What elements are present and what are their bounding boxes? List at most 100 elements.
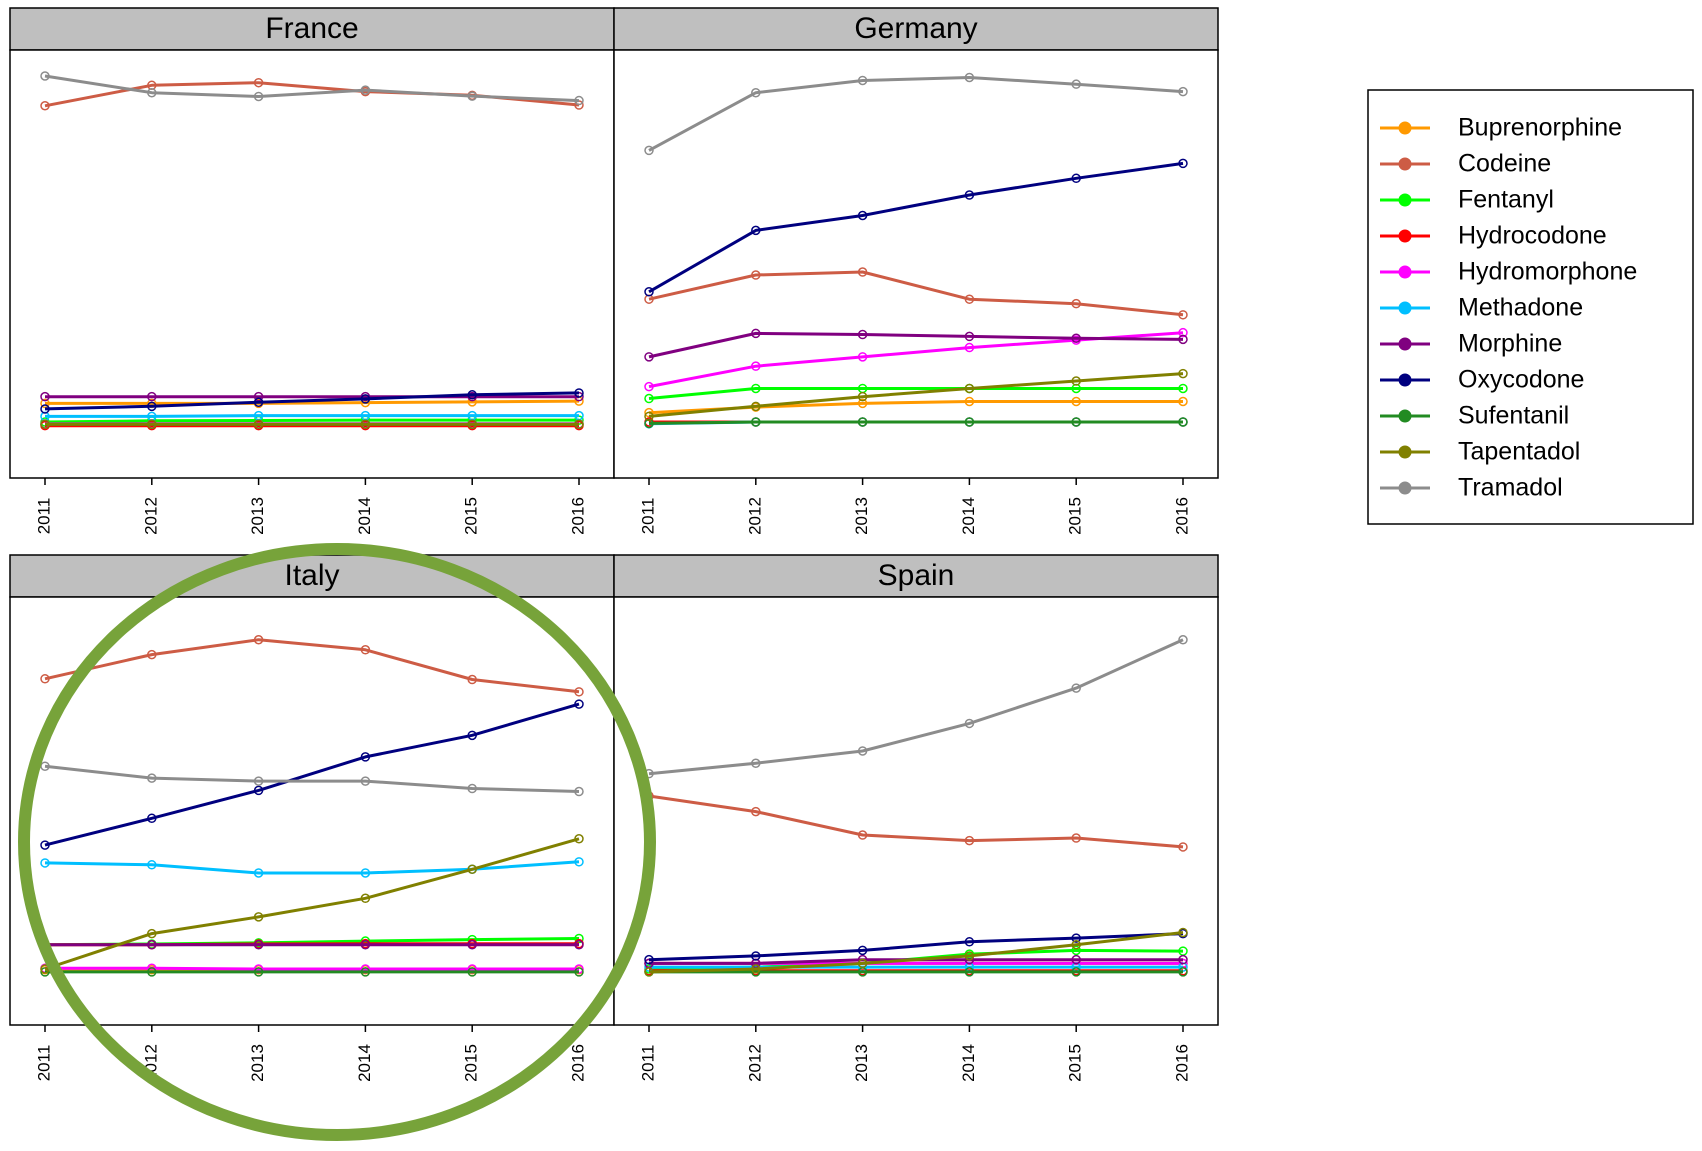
series-france-tramadol [40, 71, 584, 106]
point-germany-tramadol-2015 [1071, 79, 1081, 89]
point-germany-sufentanil-2013 [857, 417, 868, 427]
x-tick-label-italy-2015: 2015 [462, 1044, 481, 1082]
point-germany-fentanyl-2016 [1178, 383, 1188, 394]
point-germany-tramadol-2013 [857, 75, 868, 86]
point-germany-hydromorphone-2013 [857, 352, 868, 362]
legend-marker-hydromorphone [1398, 265, 1412, 279]
line-germany-fentanyl [648, 387, 1183, 400]
point-italy-sufentanil-2016 [574, 967, 584, 977]
point-italy-codeine-2012 [147, 649, 157, 660]
line-france-fentanyl [44, 418, 579, 424]
legend-marker-methadone [1398, 301, 1412, 315]
line-italy-oxycodone [44, 702, 580, 847]
point-germany-buprenorphine-2013 [857, 398, 868, 409]
point-italy-oxycodone-2011 [40, 840, 50, 850]
legend-item-methadone: Methadone [1380, 294, 1583, 322]
legend-marker-oxycodone [1398, 373, 1412, 387]
point-spain-fentanyl-2015 [1071, 945, 1081, 956]
panel-spain: Spain 2011 2012 2013 2014 2015 2016 [613, 554, 1219, 1082]
line-italy-codeine [44, 638, 580, 694]
point-italy-methadone-2014 [360, 868, 371, 878]
point-spain-codeine-2014 [964, 835, 975, 846]
point-spain-oxycodone-2014 [964, 937, 975, 947]
series-france-oxycodone [40, 388, 584, 414]
x-tick-label-france-2016: 2016 [568, 497, 587, 535]
x-tick-label-spain-2014: 2014 [959, 1044, 978, 1082]
point-germany-sufentanil-2012 [751, 417, 761, 427]
point-germany-sufentanil-2015 [1071, 417, 1081, 427]
point-germany-oxycodone-2015 [1071, 173, 1081, 184]
plot-area-france [9, 49, 615, 479]
line-germany-codeine [648, 270, 1184, 317]
point-germany-tapentadol-2011 [644, 411, 654, 422]
legend-item-hydrocodone: Hydrocodone [1380, 222, 1607, 250]
point-germany-oxycodone-2011 [644, 287, 654, 297]
strip-germany [613, 7, 1219, 51]
point-spain-sufentanil-2015 [1071, 967, 1081, 977]
point-germany-oxycodone-2014 [964, 190, 975, 200]
point-italy-morphine-2015 [467, 940, 477, 950]
point-spain-sufentanil-2014 [964, 967, 975, 977]
point-spain-codeine-2012 [751, 806, 761, 817]
x-tick-label-germany-2015: 2015 [1066, 497, 1085, 535]
point-italy-sufentanil-2015 [467, 967, 477, 977]
point-italy-oxycodone-2012 [147, 813, 157, 824]
point-spain-morphine-2016 [1178, 954, 1188, 965]
x-tick-label-spain-2012: 2012 [745, 1044, 764, 1082]
point-germany-morphine-2015 [1071, 333, 1081, 344]
point-germany-buprenorphine-2015 [1071, 396, 1081, 407]
legend-item-tapentadol: Tapentadol [1380, 438, 1580, 466]
line-spain-oxycodone [648, 932, 1184, 962]
panel-germany: Germany 2011 2012 2013 2014 2015 2016 [613, 7, 1219, 535]
legend-item-morphine: Morphine [1380, 330, 1562, 358]
line-italy-methadone [44, 860, 580, 875]
point-italy-methadone-2011 [40, 858, 50, 868]
x-tick-label-spain-2016: 2016 [1172, 1044, 1191, 1082]
point-italy-morphine-2014 [360, 940, 371, 950]
point-germany-tramadol-2016 [1178, 86, 1188, 97]
x-tick-label-france-2014: 2014 [355, 497, 374, 535]
x-tick-label-germany-2012: 2012 [745, 497, 764, 535]
point-france-tapentadol-2014 [360, 419, 371, 429]
legend-item-oxycodone: Oxycodone [1380, 366, 1584, 394]
series-germany-morphine [644, 328, 1188, 362]
point-italy-tapentadol-2015 [467, 864, 477, 875]
point-germany-hydromorphone-2014 [964, 342, 975, 353]
legend-item-codeine: Codeine [1380, 150, 1551, 178]
point-germany-hydromorphone-2011 [644, 381, 654, 392]
point-italy-tapentadol-2013 [253, 912, 264, 922]
x-tick-label-spain-2015: 2015 [1066, 1044, 1085, 1082]
point-germany-codeine-2012 [751, 270, 761, 280]
point-france-tramadol-2012 [147, 87, 157, 98]
x-tick-label-spain-2011: 2011 [638, 1045, 657, 1082]
point-italy-codeine-2013 [253, 634, 264, 645]
point-italy-morphine-2012 [147, 940, 157, 950]
plot-area-germany [613, 49, 1219, 479]
point-spain-oxycodone-2012 [751, 951, 761, 961]
series-italy-methadone [40, 857, 584, 878]
point-france-codeine-2013 [253, 77, 264, 88]
point-france-tramadol-2014 [360, 85, 371, 95]
point-france-codeine-2016 [574, 100, 584, 110]
point-france-morphine-2013 [253, 391, 264, 402]
point-spain-morphine-2015 [1071, 954, 1081, 965]
point-spain-sufentanil-2016 [1178, 967, 1188, 977]
point-germany-codeine-2016 [1178, 310, 1188, 320]
legend-item-fentanyl: Fentanyl [1380, 186, 1554, 214]
line-germany-tramadol [648, 76, 1184, 152]
point-germany-morphine-2012 [751, 328, 761, 339]
point-spain-tramadol-2013 [857, 746, 868, 756]
point-italy-tramadol-2013 [253, 776, 264, 786]
legend-label-tramadol: Tramadol [1458, 474, 1563, 502]
series-italy-morphine [40, 940, 584, 950]
point-germany-morphine-2011 [644, 352, 654, 362]
legend-item-sufentanil: Sufentanil [1380, 402, 1569, 430]
point-germany-oxycodone-2016 [1178, 158, 1188, 169]
point-italy-tramadol-2014 [360, 776, 371, 786]
point-germany-codeine-2015 [1071, 298, 1081, 309]
series-germany-tapentadol [644, 368, 1188, 422]
point-spain-codeine-2016 [1178, 842, 1188, 852]
line-france-methadone [45, 414, 579, 418]
x-tick-label-spain-2013: 2013 [852, 1044, 871, 1082]
